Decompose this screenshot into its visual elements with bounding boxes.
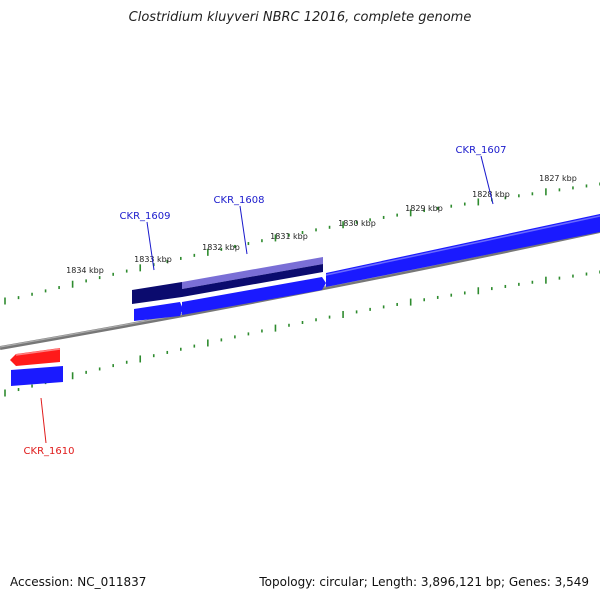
gene-ckr-1608-dark [182,264,323,297]
gene-forward-left [11,366,63,386]
gene-forward-2 [182,277,326,315]
gene-forward-1 [134,302,183,321]
inner-scale-ticks [4,270,600,397]
gene-ckr-1609-dark [132,282,182,304]
gene-ckr-1610 [10,348,60,366]
map-title: Clostridium kluyveri NBRC 12016, complet… [128,10,472,25]
gene-ckr-1608-highlight [182,257,323,289]
outer-scale-ticks [4,182,600,305]
gene-forward-3-highlight [325,215,600,276]
scale-label: 1833 kbp [134,255,172,264]
genome-stats-text: Topology: circular; Length: 3,896,121 bp… [259,575,589,589]
gene-label-leader [480,155,494,205]
gene-label: CKR_1610 [24,446,75,457]
gene-label: CKR_1608 [214,195,265,206]
scale-label: 1834 kbp [66,266,104,275]
accession-text: Accession: NC_011837 [10,575,147,589]
gene-forward-3 [326,214,600,287]
gene-label-leader [40,397,47,444]
scale-label: 1830 kbp [338,219,376,228]
gene-label: CKR_1607 [456,145,507,156]
gene-label: CKR_1609 [120,211,171,222]
scale-label: 1832 kbp [202,243,240,252]
scale-label: 1827 kbp [539,174,577,183]
gene-label-leader [239,205,248,255]
scale-label: 1829 kbp [405,204,443,213]
scale-label: 1831 kbp [270,232,308,241]
gene-ckr-1610-highlight [15,348,61,356]
gene-label-leader [146,221,155,271]
